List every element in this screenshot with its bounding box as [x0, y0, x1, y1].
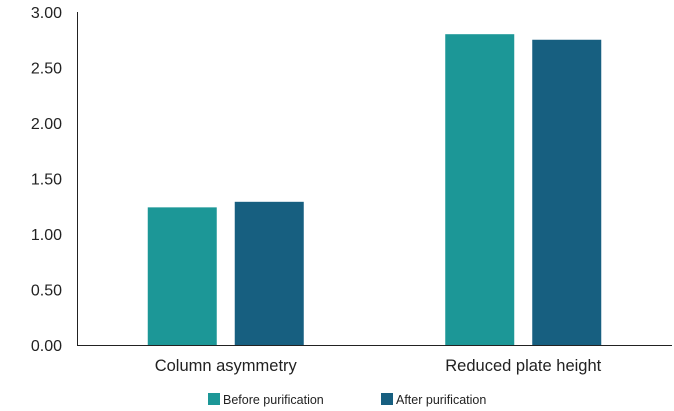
- y-axis: 0.00 0.50 1.00 1.50 2.00 2.50 3.00: [31, 5, 78, 355]
- bar-after-column-asymmetry: [234, 201, 304, 345]
- bar-before-column-asymmetry: [147, 207, 217, 345]
- y-tick-label: 3.00: [31, 5, 62, 22]
- y-tick-label: 2.50: [31, 61, 62, 78]
- x-axis: Column asymmetry Reduced plate height: [77, 345, 672, 375]
- legend-swatch: [381, 393, 393, 405]
- legend: Before purification After purification: [208, 393, 486, 407]
- legend-label: After purification: [396, 393, 486, 407]
- y-tick-label: 0.00: [31, 338, 62, 355]
- y-tick-label: 2.00: [31, 116, 62, 133]
- legend-label: Before purification: [223, 393, 324, 407]
- x-category-label: Reduced plate height: [445, 357, 601, 375]
- bar-after-reduced-plate-height: [532, 39, 602, 345]
- y-tick-label: 1.00: [31, 227, 62, 244]
- y-tick-label: 1.50: [31, 172, 62, 189]
- bars: [147, 34, 602, 345]
- bar-before-reduced-plate-height: [445, 34, 515, 345]
- y-tick-label: 0.50: [31, 283, 62, 300]
- x-category-label: Column asymmetry: [155, 357, 298, 375]
- legend-swatch: [208, 393, 220, 405]
